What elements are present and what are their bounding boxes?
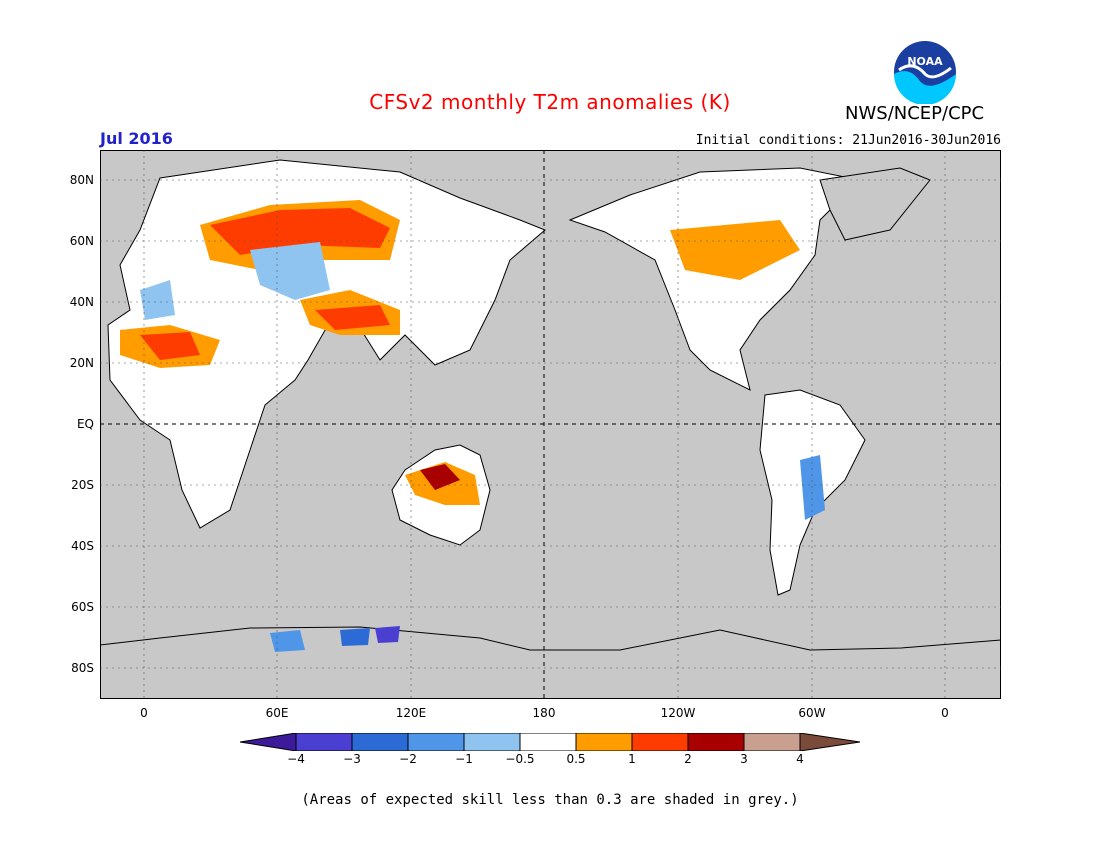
land-north-america (568, 167, 862, 391)
anomaly-north-america (670, 220, 800, 280)
agency-label: NWS/NCEP/CPC (845, 103, 985, 124)
colorbar-bin-3 (407, 732, 465, 752)
colorbar-bin-8 (687, 732, 745, 752)
colorbar-label-m05: −0.5 (505, 752, 535, 766)
colorbar-label-m4: −4 (287, 752, 305, 766)
lon-label-120w: 120W (660, 706, 696, 720)
colorbar-arrow-high (799, 732, 861, 752)
colorbar-label-1: 1 (628, 752, 636, 766)
colorbar-label-m2: −2 (399, 752, 417, 766)
anomaly-europe-cool (140, 280, 175, 320)
month-label: Jul 2016 (100, 129, 173, 148)
lon-label-0: 0 (140, 706, 148, 720)
lat-label-20n: 20N (69, 356, 94, 370)
colorbar-bin-9 (743, 732, 801, 752)
colorbar-bin-6 (575, 732, 633, 752)
noaa-logo: NOAA (893, 40, 957, 105)
colorbar-label-2: 2 (684, 752, 692, 766)
lon-label-180: 180 (532, 706, 556, 720)
colorbar-bin-4 (463, 732, 521, 752)
lon-label-60e: 60E (265, 706, 289, 720)
anomaly-siberia-hot (210, 208, 390, 255)
lat-label-80s: 80S (71, 661, 94, 675)
colorbar-bin-2 (351, 732, 409, 752)
anomaly-antarctica-2 (340, 628, 370, 646)
anomaly-antarctica-3 (375, 626, 400, 643)
coast-antarctica (99, 626, 1002, 651)
colorbar (239, 732, 861, 752)
colorbar-bin-1 (295, 732, 353, 752)
anomaly-australia-hot (420, 464, 460, 490)
lon-label-60w: 60W (798, 706, 826, 720)
anomaly-central-asia-cool (250, 242, 330, 300)
map-frame (99, 149, 1002, 700)
land-greenland (819, 167, 931, 241)
lat-label-eq: EQ (76, 417, 94, 431)
colorbar-arrow-low (239, 732, 297, 752)
colorbar-label-m3: −3 (343, 752, 361, 766)
initial-conditions: Initial conditions: 21Jun2016-30Jun2016 (695, 133, 1001, 148)
anomaly-china-hot (315, 305, 390, 330)
anomaly-sahara-hot (140, 332, 200, 360)
lat-label-60s: 60S (71, 600, 94, 614)
anomaly-antarctica-1 (270, 630, 305, 652)
map-title: CFSv2 monthly T2m anomalies (K) (369, 90, 731, 114)
colorbar-label-4: 4 (796, 752, 804, 766)
lat-label-20s: 20S (71, 478, 94, 492)
lon-label-120e: 120E (395, 706, 427, 720)
colorbar-bin-5 (519, 732, 577, 752)
lat-label-40n: 40N (69, 295, 94, 309)
colorbar-bin-7 (631, 732, 689, 752)
anomaly-south-america-cool (800, 455, 825, 520)
lat-label-40s: 40S (71, 539, 94, 553)
colorbar-label-m1: −1 (455, 752, 473, 766)
footer-note: (Areas of expected skill less than 0.3 a… (301, 792, 799, 808)
colorbar-label-3: 3 (740, 752, 748, 766)
lat-label-80n: 80N (69, 173, 94, 187)
lon-label-0-right: 0 (941, 706, 949, 720)
logo-text: NOAA (907, 55, 943, 68)
colorbar-label-05: 0.5 (566, 752, 586, 766)
lat-label-60n: 60N (69, 234, 94, 248)
